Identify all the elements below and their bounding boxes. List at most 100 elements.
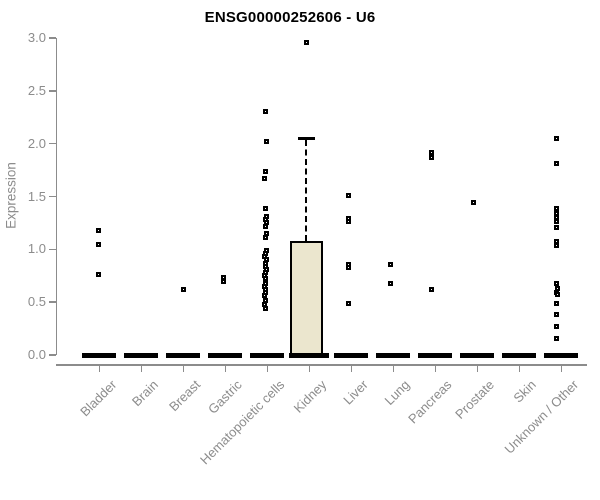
- data-point: [180, 286, 186, 292]
- data-point: [263, 230, 269, 236]
- data-point: [262, 297, 268, 303]
- y-tick-mark: [48, 301, 56, 303]
- zero-box-bar: [124, 352, 159, 358]
- x-tick-mark: [518, 364, 521, 372]
- x-tick-mark: [266, 364, 269, 372]
- y-tick-label: 0.0: [27, 347, 46, 362]
- x-tick-mark: [560, 364, 563, 372]
- y-tick-mark: [48, 90, 56, 92]
- data-point: [553, 219, 559, 225]
- data-point: [345, 264, 351, 270]
- x-tick-mark: [434, 364, 437, 372]
- y-tick-mark: [48, 37, 56, 39]
- x-tick-label: Brain: [128, 377, 161, 410]
- x-tick-label: Skin: [510, 377, 539, 406]
- zero-box-bar: [460, 352, 495, 358]
- y-tick-mark: [48, 195, 56, 198]
- data-point: [262, 223, 268, 229]
- data-point: [553, 312, 559, 318]
- zero-box-bar: [376, 352, 411, 358]
- data-point: [554, 285, 560, 291]
- x-tick-label: Prostate: [452, 377, 497, 422]
- y-tick-mark: [48, 354, 56, 356]
- data-point: [220, 278, 226, 284]
- data-point: [345, 219, 351, 225]
- data-point: [387, 261, 393, 267]
- box-whisker: [305, 140, 308, 241]
- x-tick-mark: [392, 364, 395, 372]
- data-point: [345, 300, 351, 306]
- zero-box-bar: [166, 352, 201, 358]
- zero-box-bar: [544, 352, 579, 358]
- zero-box-bar: [502, 352, 537, 358]
- data-point: [428, 286, 434, 292]
- data-point: [262, 109, 268, 115]
- zero-box-bar: [334, 352, 369, 358]
- data-point: [262, 276, 268, 282]
- data-point: [470, 200, 476, 206]
- data-point: [95, 227, 101, 233]
- data-point: [387, 280, 393, 286]
- y-tick-label: 3.0: [27, 30, 46, 45]
- zero-box-bar: [418, 352, 453, 358]
- y-tick-label: 2.0: [27, 135, 46, 151]
- data-point: [553, 300, 559, 306]
- chart-title: ENSG00000252606 - U6: [204, 9, 376, 26]
- data-point: [553, 280, 559, 286]
- x-tick-label: Gastric: [205, 377, 245, 417]
- x-tick-mark: [350, 364, 353, 372]
- data-point: [263, 139, 269, 145]
- x-tick-mark: [308, 364, 311, 372]
- data-point: [553, 215, 559, 221]
- x-tick-mark: [140, 364, 143, 372]
- y-tick-mark: [48, 248, 56, 251]
- x-tick-label: Lung: [381, 377, 413, 409]
- data-point: [553, 242, 559, 248]
- data-point: [553, 161, 559, 167]
- data-point: [428, 149, 434, 155]
- y-tick-label: 1.0: [27, 241, 46, 257]
- x-tick-label: Kidney: [290, 377, 329, 416]
- data-point: [554, 292, 560, 298]
- zero-box-bar: [208, 352, 243, 358]
- data-point: [262, 306, 268, 311]
- zero-box-bar: [82, 352, 117, 358]
- data-point: [261, 301, 267, 307]
- x-tick-label: Unknown / Other: [501, 377, 581, 457]
- x-tick-label: Bladder: [76, 377, 119, 420]
- data-point: [95, 272, 101, 278]
- data-point: [261, 176, 267, 182]
- y-tick-label: 0.5: [27, 294, 46, 310]
- data-point: [553, 323, 559, 329]
- x-axis-line: [55, 364, 587, 366]
- box-whisker-cap: [298, 137, 316, 141]
- x-tick-mark: [224, 364, 227, 372]
- x-tick-label: Liver: [340, 377, 371, 408]
- data-point: [262, 205, 268, 211]
- box-body: [290, 240, 323, 355]
- data-point: [553, 205, 559, 211]
- zero-box-bar: [289, 352, 330, 358]
- y-tick-mark: [48, 142, 56, 145]
- data-point: [553, 224, 559, 230]
- zero-box-bar: [250, 352, 285, 358]
- data-point: [428, 154, 434, 160]
- data-point: [261, 293, 267, 299]
- x-tick-mark: [476, 364, 479, 372]
- x-tick-label: Pancreas: [405, 377, 455, 427]
- y-axis-line: [55, 38, 57, 355]
- data-point: [262, 235, 268, 241]
- data-point: [553, 210, 559, 216]
- data-point: [95, 241, 101, 247]
- x-tick-label: Breast: [165, 377, 203, 415]
- data-point: [262, 168, 268, 174]
- data-point: [553, 135, 559, 141]
- x-tick-mark: [182, 364, 185, 372]
- x-tick-mark: [98, 364, 101, 372]
- y-tick-label: 1.5: [27, 188, 46, 204]
- box-outlier-point: [303, 39, 309, 45]
- data-point: [345, 192, 351, 198]
- y-tick-label: 2.5: [27, 82, 46, 98]
- data-point: [553, 335, 559, 341]
